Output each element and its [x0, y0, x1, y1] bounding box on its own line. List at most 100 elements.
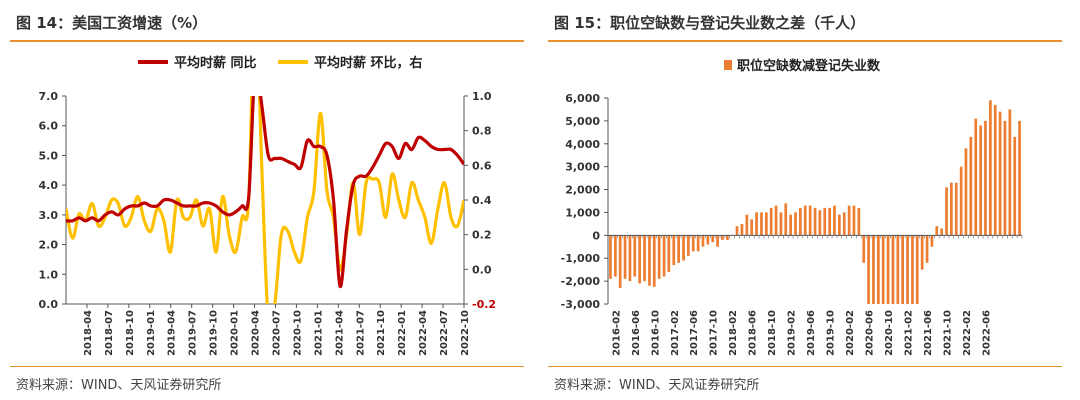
x-tick-label: 2021-02 [904, 310, 915, 356]
x-tick-label: 2017-06 [689, 310, 700, 356]
y-left-tick-label: 0.0 [39, 298, 59, 311]
bar [1018, 120, 1021, 236]
bar [745, 214, 749, 236]
bar [769, 207, 773, 236]
x-tick-label: 2021-10 [376, 310, 387, 356]
legend-label-yoy: 平均时薪 同比 [174, 55, 257, 71]
y-tick-label: -1,000 [561, 252, 601, 265]
bar [867, 235, 870, 304]
bar [672, 235, 676, 266]
x-tick-label: 2019-02 [787, 310, 798, 356]
source-note: 资料来源：WIND、天风证券研究所 [16, 378, 222, 393]
bar [765, 212, 768, 236]
y-right-tick-label: 0.2 [472, 229, 492, 242]
bar [721, 235, 724, 240]
x-tick-label: 2020-10 [884, 310, 895, 356]
title-rule [10, 40, 524, 42]
y-tick-label: 2,000 [565, 184, 600, 197]
bar [638, 235, 641, 284]
bar [920, 235, 924, 270]
x-tick-label: 2021-04 [334, 310, 345, 356]
y-left-tick-label: 6.0 [39, 120, 59, 133]
x-tick-label: 2016-10 [650, 310, 661, 356]
bar [891, 235, 895, 304]
bar [726, 235, 729, 240]
x-tick-label: 2018-04 [83, 310, 94, 356]
bar [881, 235, 885, 304]
bar [652, 235, 656, 287]
y-tick-label: 0 [592, 229, 600, 242]
bar [633, 235, 637, 277]
x-tick-label: 2022-02 [962, 310, 973, 356]
bar [852, 205, 856, 236]
legend-label: 职位空缺数减登记失业数 [737, 58, 881, 74]
x-tick-label: 2022-01 [397, 310, 408, 356]
x-tick-label: 2021-07 [355, 310, 366, 356]
bar [623, 235, 627, 279]
title-rule [548, 40, 1062, 42]
y-right-tick-label: 0.4 [472, 194, 492, 207]
bar [750, 219, 753, 236]
bar [643, 235, 646, 282]
bar [838, 214, 841, 236]
y-tick-label: 4,000 [565, 138, 600, 151]
bar [872, 235, 875, 304]
series-line-mom [66, 96, 464, 304]
x-tick-label: 2020-01 [230, 310, 241, 356]
bar [691, 235, 695, 252]
bar [618, 235, 622, 288]
bar [862, 235, 866, 263]
bar [935, 226, 939, 236]
bar [813, 207, 817, 236]
x-tick-label: 2019-10 [209, 310, 220, 356]
y-tick-label: -2,000 [561, 275, 601, 288]
x-tick-label: 2019-10 [826, 310, 837, 356]
x-tick-label: 2022-07 [439, 310, 450, 356]
bar [998, 111, 1002, 236]
bar [1003, 120, 1007, 236]
y-left-tick-label: 2.0 [39, 239, 59, 252]
job-gap-bar-chart: 6,000 5,000 4,000 3,000 2,000 1,000 0 -1,000 -2,… [561, 58, 1023, 356]
bar [735, 226, 739, 236]
x-tick-label: 2020-02 [845, 310, 856, 356]
y-right-tick-label: -0.2 [472, 298, 496, 311]
bar [614, 235, 617, 277]
bar [959, 166, 963, 236]
x-tick-label: 2019-01 [146, 310, 157, 356]
x-tick-label: 2021-01 [313, 310, 324, 356]
bar [925, 235, 929, 263]
bar [1013, 136, 1017, 236]
x-tick-label: 2021-10 [943, 310, 954, 356]
bar [609, 235, 612, 279]
x-tick-label: 2018-02 [728, 310, 739, 356]
bar [847, 205, 851, 236]
bar [760, 212, 763, 236]
x-tick-label: 2020-10 [292, 310, 303, 356]
x-tick-label: 2017-10 [709, 310, 720, 356]
bar [911, 235, 914, 304]
x-tick-label: 2018-06 [748, 310, 759, 356]
y-tick-label: -3,000 [561, 298, 601, 311]
bar [984, 120, 987, 236]
bar [950, 182, 953, 236]
x-tick-label: 2017-02 [670, 310, 681, 356]
bar [696, 235, 700, 252]
bar [886, 235, 890, 304]
series-line-yoy [66, 96, 464, 288]
bar [667, 235, 671, 272]
bar [818, 210, 822, 236]
bar [803, 205, 807, 236]
bar [877, 235, 880, 304]
bar [662, 235, 666, 277]
legend-swatch [724, 60, 732, 70]
bar [789, 214, 792, 236]
y-tick-label: 3,000 [565, 161, 600, 174]
bar [989, 100, 992, 236]
bar [677, 235, 680, 263]
y-left-tick-label: 5.0 [39, 149, 59, 162]
bar [842, 212, 846, 236]
bar [930, 235, 934, 247]
bar [648, 235, 651, 286]
bar [716, 235, 719, 247]
x-tick-label: 2019-07 [188, 310, 199, 356]
